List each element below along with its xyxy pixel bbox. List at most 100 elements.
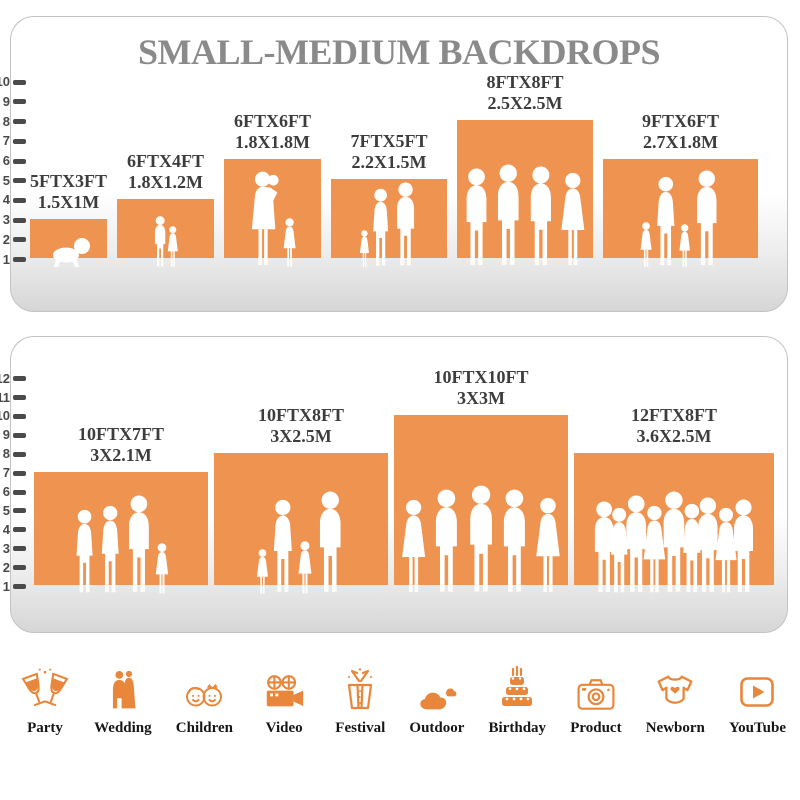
woman-silhouette bbox=[682, 503, 701, 593]
axis-tick-label: 6 bbox=[2, 484, 10, 499]
man-silhouette bbox=[698, 497, 718, 592]
backdrop-size-label: 7FTX5FT 2.2X1.5M bbox=[351, 131, 428, 173]
axis-tick bbox=[13, 432, 26, 438]
woman-holding-baby-silhouette bbox=[251, 171, 279, 265]
people-silhouettes bbox=[48, 236, 90, 268]
category-label: Outdoor bbox=[409, 720, 465, 736]
man-silhouette bbox=[531, 166, 552, 265]
axis-tick bbox=[13, 99, 26, 105]
video-icon bbox=[257, 658, 311, 716]
backdrop-size-ft: 6FTX6FT bbox=[234, 110, 312, 131]
people-silhouettes bbox=[256, 491, 346, 595]
man-silhouette bbox=[625, 495, 646, 592]
backdrop-size-ft: 12FTX8FT bbox=[630, 404, 717, 425]
category-video: Video bbox=[257, 658, 311, 737]
woman-silhouette bbox=[274, 499, 293, 592]
backdrop-size-label: 10FTX8FT 3X2.5M bbox=[258, 405, 344, 447]
axis-tick bbox=[13, 178, 26, 184]
woman-dress-silhouette bbox=[561, 172, 585, 265]
axis-tick-label: 3 bbox=[2, 212, 10, 228]
backdrop-bar-group: 10FTX8FT 3X2.5M bbox=[214, 405, 388, 594]
people-silhouettes bbox=[398, 485, 565, 595]
woman-dress-silhouette bbox=[715, 507, 737, 593]
axis-tick bbox=[13, 138, 26, 144]
backdrop-size-m: 1.8X1.8M bbox=[235, 131, 310, 152]
girl-silhouette bbox=[256, 549, 268, 594]
backdrop-bar-group: 12FTX8FT 3.6X2.5M bbox=[574, 404, 774, 593]
category-birthday: Birthday bbox=[489, 658, 546, 737]
backdrop-size-label: 9FTX6FT 2.7X1.8M bbox=[642, 111, 719, 153]
category-party: Party bbox=[20, 658, 70, 737]
axis-tick-label: 10 bbox=[0, 408, 10, 424]
backdrop-size-ft: 6FTX4FT bbox=[127, 150, 205, 171]
backdrop-bar bbox=[394, 415, 568, 592]
man-silhouette bbox=[733, 499, 753, 592]
backdrop-size-ft: 8FTX8FT bbox=[486, 71, 564, 92]
axis-tick bbox=[13, 395, 26, 400]
backdrop-bar-group: 10FTX10FT 3X3M bbox=[394, 367, 568, 592]
backdrop-size-m: 3X2.1M bbox=[90, 444, 152, 465]
girl-silhouette bbox=[679, 224, 691, 267]
woman-silhouette bbox=[101, 505, 119, 593]
backdrop-bar-group: 10FTX7FT 3X2.1M bbox=[34, 424, 208, 594]
woman-silhouette bbox=[373, 188, 389, 266]
party-icon bbox=[20, 658, 70, 716]
category-festival: Festival bbox=[335, 658, 385, 737]
axis-tick bbox=[13, 158, 26, 164]
axis-tick bbox=[13, 119, 26, 125]
axis-tick-label: 11 bbox=[0, 389, 10, 405]
backdrop-size-m: 1.8X1.2M bbox=[128, 171, 203, 192]
man-silhouette bbox=[594, 501, 614, 593]
axis-tick-label: 7 bbox=[2, 133, 10, 149]
panel-small-medium-backdrops: SMALL-MEDIUM BACKDROPS 5FTX3FT 1.5X1M 6FTX… bbox=[0, 16, 788, 312]
birthday-icon bbox=[493, 658, 541, 716]
woman-dress-silhouette bbox=[402, 499, 426, 592]
man-silhouette bbox=[319, 491, 341, 592]
axis-tick-label: 8 bbox=[2, 446, 10, 462]
backdrop-bar-group: 7FTX5FT 2.2X1.5M bbox=[331, 131, 448, 267]
baby-silhouette bbox=[52, 238, 90, 267]
man-silhouette bbox=[396, 182, 414, 266]
backdrop-bar bbox=[457, 120, 594, 265]
people-silhouettes bbox=[461, 164, 589, 268]
backdrop-bar bbox=[117, 199, 215, 267]
woman-silhouette bbox=[656, 176, 675, 266]
axis-tick bbox=[13, 565, 26, 571]
man-silhouette bbox=[504, 489, 526, 592]
axis-tick bbox=[13, 79, 26, 85]
backdrop-bar-group: 5FTX3FT 1.5X1M bbox=[30, 171, 107, 267]
girl-silhouette bbox=[155, 543, 169, 594]
man-silhouette bbox=[128, 495, 149, 592]
backdrop-bar bbox=[30, 219, 107, 267]
children-icon bbox=[178, 658, 230, 716]
man-silhouette bbox=[469, 485, 492, 592]
axis-tick-label: 3 bbox=[2, 540, 10, 556]
category-label: Video bbox=[265, 720, 303, 736]
category-children: Children bbox=[176, 658, 233, 737]
category-row: Party Wedding Children Video Festival Outdoor… bbox=[20, 658, 786, 737]
backdrop-size-ft: 10FTX7FT bbox=[77, 423, 164, 444]
axis-tick bbox=[13, 489, 26, 495]
backdrop-bar bbox=[574, 453, 774, 593]
man-silhouette bbox=[466, 168, 487, 265]
backdrop-size-label: 5FTX3FT 1.5X1M bbox=[30, 171, 107, 213]
man-silhouette bbox=[663, 491, 684, 592]
axis-tick-label: 2 bbox=[2, 559, 10, 575]
backdrop-size-ft: 7FTX5FT bbox=[350, 130, 428, 151]
product-icon bbox=[571, 658, 621, 716]
backdrop-size-m: 3X3M bbox=[456, 387, 505, 408]
backdrop-size-label: 10FTX7FT 3X2.1M bbox=[78, 424, 164, 466]
axis-tick bbox=[13, 197, 26, 203]
category-label: Product bbox=[570, 720, 622, 736]
backdrop-size-m: 1.5X1M bbox=[37, 191, 100, 212]
people-silhouettes bbox=[594, 491, 753, 595]
backdrop-bar bbox=[214, 453, 388, 594]
people-silhouettes bbox=[72, 495, 170, 595]
axis-tick-label: 4 bbox=[2, 521, 10, 537]
category-label: Newborn bbox=[645, 720, 705, 736]
category-label: Festival bbox=[335, 720, 386, 736]
axis-tick-label: 2 bbox=[2, 231, 10, 247]
backdrop-bar-group: 6FTX4FT 1.8X1.2M bbox=[117, 150, 215, 267]
axis-tick bbox=[13, 217, 26, 223]
axis-tick-label: 5 bbox=[2, 502, 10, 518]
